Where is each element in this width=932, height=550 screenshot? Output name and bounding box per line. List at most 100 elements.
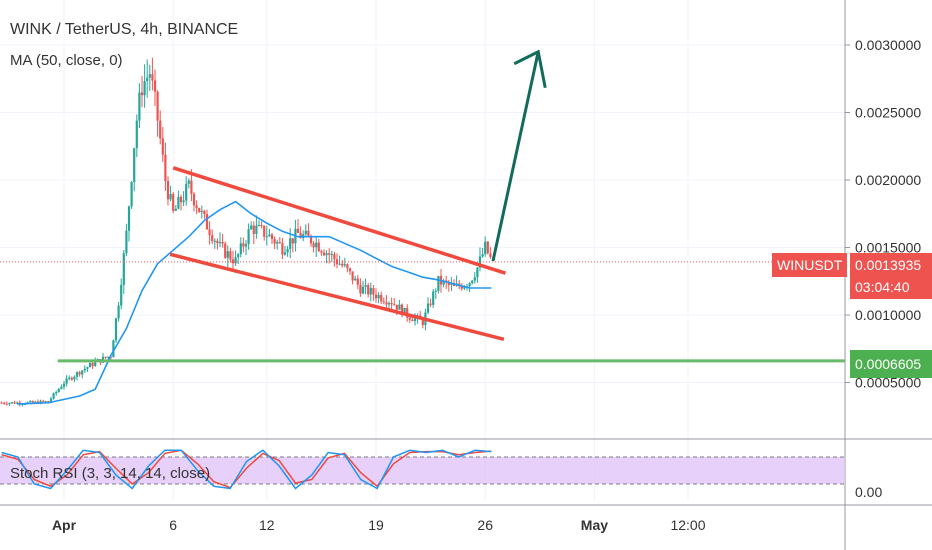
candle-body: [286, 248, 289, 253]
candle: [226, 245, 229, 268]
candle: [364, 278, 367, 295]
candle-body: [452, 284, 456, 286]
candle-body: [133, 148, 136, 183]
ma-legend: MA (50, close, 0): [10, 52, 123, 69]
candle-body: [429, 303, 432, 305]
candle: [255, 215, 258, 239]
candle-body: [140, 92, 144, 96]
candle: [393, 298, 396, 306]
candle: [432, 288, 435, 308]
candle: [247, 223, 250, 250]
candle: [185, 176, 188, 206]
candle-body: [338, 263, 341, 265]
candle: [460, 283, 463, 291]
candle: [55, 390, 58, 396]
candle: [169, 185, 172, 202]
candle-body: [91, 363, 94, 366]
projection-arrow: [491, 51, 540, 262]
candle: [133, 147, 136, 192]
candle-body: [463, 286, 466, 289]
candle: [291, 238, 294, 253]
candle-body: [78, 372, 81, 375]
candle: [317, 238, 320, 252]
candle: [112, 339, 115, 358]
candle: [31, 400, 34, 403]
bar-countdown: 03:04:40: [855, 279, 910, 295]
candle: [0, 401, 3, 404]
candle-body: [187, 180, 190, 184]
x-tick-label: 26: [477, 517, 493, 533]
x-tick-label: 19: [368, 517, 384, 533]
candle-body: [369, 288, 372, 295]
candle: [478, 247, 482, 272]
support-price-tag: 0.0006605: [850, 350, 932, 378]
candle: [75, 371, 79, 381]
candle: [335, 253, 339, 269]
candle: [218, 232, 222, 247]
candle-body: [68, 377, 71, 379]
candle-body: [348, 268, 352, 272]
candle-body: [192, 193, 196, 206]
candle: [5, 401, 8, 406]
candle: [346, 263, 349, 273]
candle: [164, 142, 167, 191]
candle: [104, 356, 107, 360]
candle-body: [10, 402, 14, 404]
candle: [252, 221, 255, 245]
candle-body: [354, 278, 357, 281]
candle-body: [341, 263, 344, 266]
candle: [151, 57, 154, 91]
candle: [338, 255, 341, 266]
candle: [177, 190, 180, 210]
candle-body: [330, 254, 333, 256]
candle-body: [138, 92, 141, 121]
candle-body: [185, 183, 188, 201]
x-tick-label: Apr: [52, 517, 77, 533]
stoch-band: [0, 457, 845, 484]
candle-body: [426, 303, 430, 313]
candle-body: [172, 194, 175, 211]
candle: [62, 380, 66, 390]
candle: [156, 90, 159, 137]
y-tick-label: 0.0020000: [855, 172, 921, 188]
candle-body: [156, 91, 159, 121]
stoch-axis-label: 0.00: [855, 484, 882, 500]
candle: [200, 205, 203, 219]
candle-body: [380, 294, 383, 302]
candle: [242, 237, 245, 253]
candle-body: [5, 403, 8, 405]
x-tick-label: 6: [169, 517, 177, 533]
candle: [361, 280, 365, 295]
candle-body: [0, 402, 3, 404]
candle-body: [309, 235, 313, 244]
candle-body: [203, 210, 206, 215]
candle-body: [486, 241, 489, 254]
candle-body: [406, 307, 409, 318]
candle: [127, 205, 131, 242]
candle: [60, 384, 63, 390]
candle: [211, 229, 214, 245]
candle-body: [39, 400, 42, 404]
candle-body: [125, 230, 128, 254]
symbol-name: WINUSDT: [777, 257, 843, 273]
y-tick-label: 0.0030000: [855, 37, 921, 53]
candle-body: [247, 229, 250, 245]
stoch-d-line: [1, 449, 492, 489]
candle: [374, 288, 378, 303]
y-tick-label: 0.0010000: [855, 307, 921, 323]
candle: [57, 387, 60, 393]
candle-body: [242, 243, 245, 247]
candle: [341, 259, 344, 268]
candle-body: [413, 317, 417, 322]
candle: [351, 271, 354, 285]
candle: [320, 249, 323, 256]
candle-body: [296, 228, 300, 233]
candle-body: [70, 377, 73, 380]
candle-body: [351, 271, 354, 281]
candle-body: [317, 242, 320, 252]
candle-body: [153, 80, 157, 92]
candle: [195, 200, 198, 215]
candle-body: [244, 244, 248, 247]
candle: [369, 282, 372, 302]
